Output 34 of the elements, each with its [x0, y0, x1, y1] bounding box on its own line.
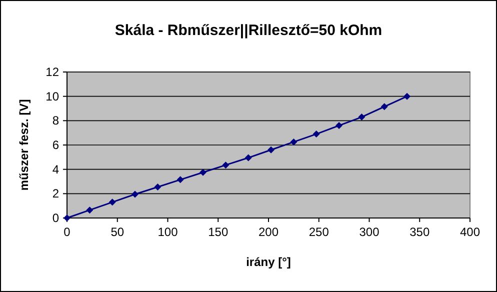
chart-title: Skála - Rbműszer||Rillesztő=50 kOhm: [114, 22, 382, 39]
y-tick-label: 2: [52, 186, 60, 201]
point: [290, 138, 298, 146]
point: [380, 103, 388, 110]
x-tick-label: 350: [410, 225, 430, 239]
point: [312, 130, 320, 138]
point: [200, 168, 207, 176]
y-tick-label: 10: [46, 89, 60, 104]
point: [132, 190, 139, 198]
point: [108, 198, 116, 206]
y-tick-label: 12: [46, 65, 60, 79]
point: [86, 206, 94, 214]
point: [154, 183, 162, 190]
x-axis-title: irány [°]: [246, 255, 291, 269]
y-tick-label: 6: [52, 138, 60, 152]
y-tick-label: 4: [52, 162, 60, 176]
x-tick-label: 300: [359, 225, 380, 239]
x-tick-label: 200: [258, 225, 279, 239]
point: [244, 154, 252, 162]
point: [268, 146, 275, 154]
point: [222, 162, 230, 169]
point: [336, 122, 343, 130]
x-tick-label: 50: [110, 225, 124, 239]
x-tick-label: 100: [158, 225, 178, 239]
y-axis-title: műszer fesz. [V]: [17, 99, 31, 191]
point: [358, 114, 366, 121]
point: [176, 176, 184, 184]
x-tick-label: 150: [208, 225, 228, 239]
y-tick-label: 0: [52, 211, 60, 225]
x-tick-label: 0: [64, 225, 71, 239]
x-tick-label: 250: [308, 225, 330, 239]
y-tick-label: 8: [52, 114, 60, 128]
x-tick-label: 400: [460, 225, 480, 239]
point: [404, 92, 411, 100]
